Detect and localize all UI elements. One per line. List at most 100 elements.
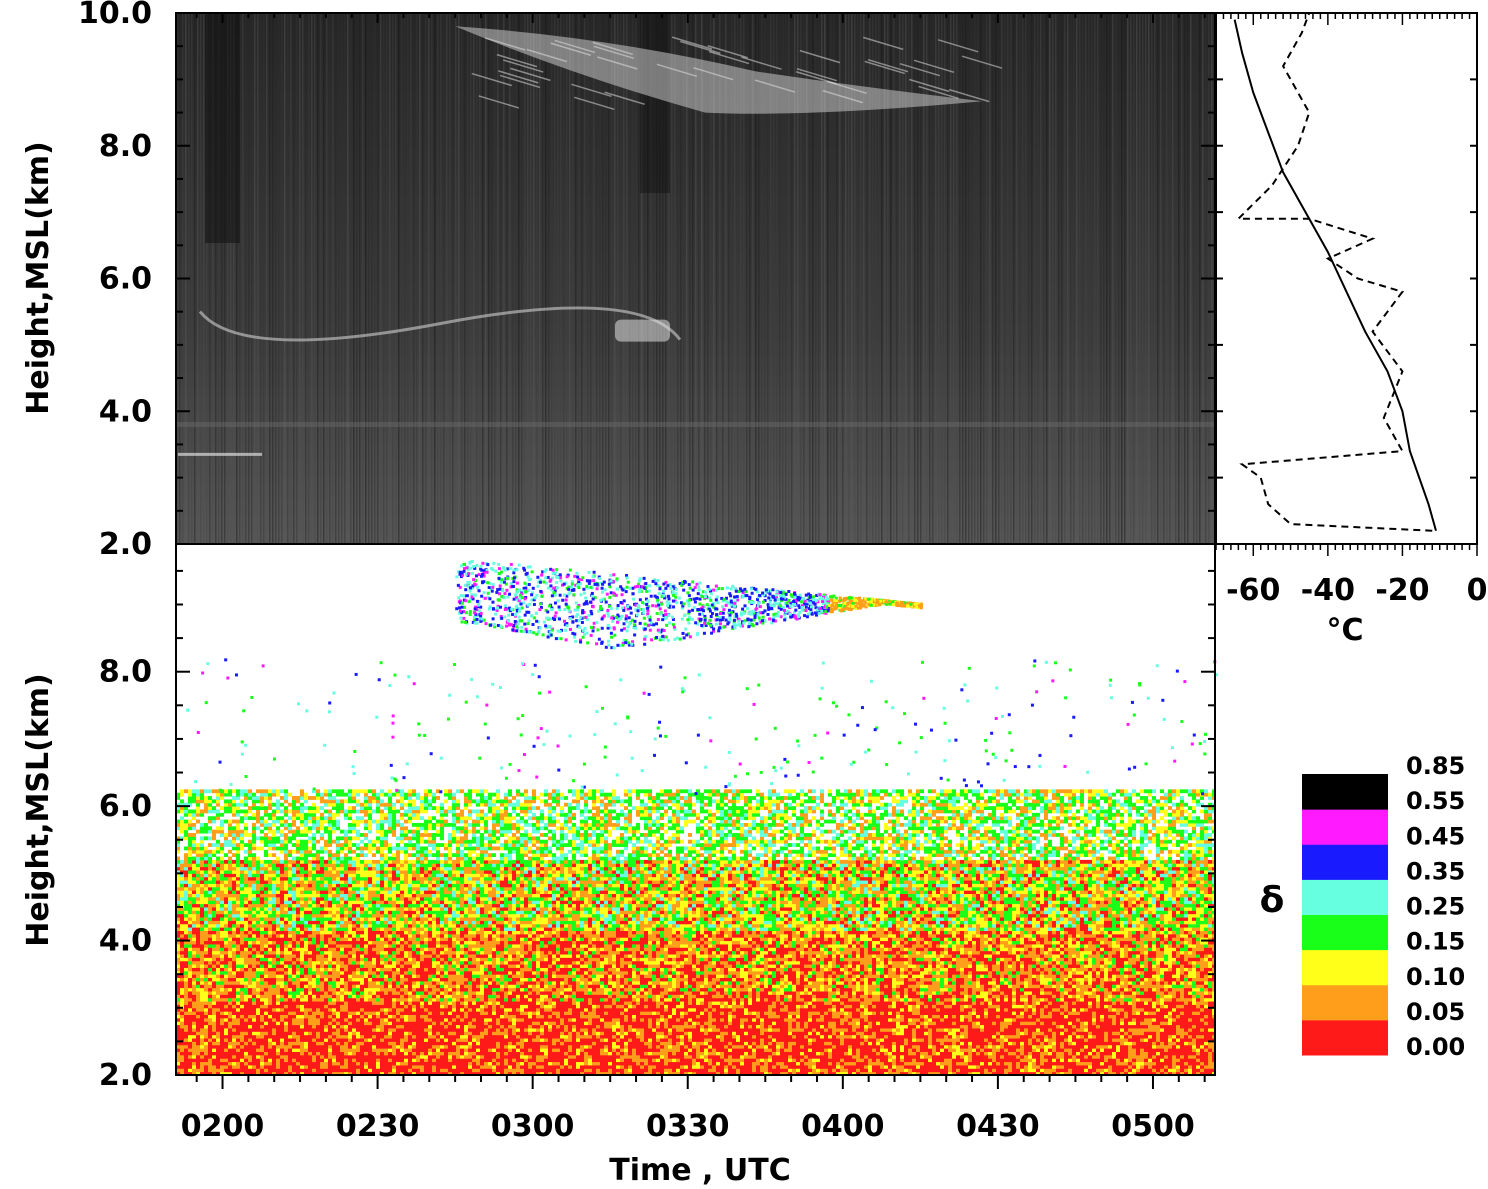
cirrus-depolarization-point — [588, 582, 591, 585]
cirrus-depolarization-point — [706, 585, 709, 588]
cirrus-depolarization-point — [751, 592, 754, 595]
cirrus-depolarization-point — [673, 626, 676, 629]
cirrus-depolarization-point — [671, 616, 674, 619]
cirrus-depolarization-point — [630, 612, 633, 615]
cirrus-depolarization-point — [527, 619, 530, 622]
cirrus-depolarization-point — [570, 585, 573, 588]
cirrus-depolarization-point — [730, 600, 733, 603]
cirrus-depolarization-point — [512, 571, 515, 574]
cirrus-depolarization-point — [572, 620, 575, 623]
y-tick-label: 10.0 — [78, 0, 152, 31]
cirrus-depolarization-point — [689, 587, 692, 590]
cirrus-depolarization-point — [559, 580, 562, 583]
cirrus-depolarization-point — [672, 605, 675, 608]
cirrus-depolarization-point — [469, 567, 472, 570]
cirrus-depolarization-point — [686, 618, 689, 621]
cirrus-depolarization-point — [613, 626, 616, 629]
cirrus-depolarization-point — [745, 594, 748, 597]
cirrus-depolarization-point — [770, 607, 773, 610]
cirrus-depolarization-point — [550, 608, 553, 611]
x-tick-label: 0430 — [956, 1109, 1040, 1144]
cirrus-depolarization-point — [703, 632, 706, 635]
cirrus-depolarization-point — [643, 586, 646, 589]
cirrus-depolarization-point — [575, 572, 578, 575]
cirrus-depolarization-point — [504, 604, 507, 607]
cirrus-depolarization-point — [717, 601, 720, 604]
cirrus-depolarization-point — [685, 633, 688, 636]
cirrus-depolarization-point — [533, 603, 536, 606]
cirrus-depolarization-point — [809, 596, 812, 599]
cirrus-depolarization-point — [659, 612, 662, 615]
cirrus-depolarization-point — [480, 575, 483, 578]
x-tick-label: -40 — [1301, 573, 1355, 608]
cirrus-depolarization-point — [539, 602, 542, 605]
cirrus-depolarization-point — [528, 583, 531, 586]
colorbar-label: 0.10 — [1406, 963, 1465, 991]
cirrus-depolarization-point — [583, 592, 586, 595]
cirrus-depolarization-point — [750, 619, 753, 622]
cirrus-depolarization-point — [500, 617, 503, 620]
cirrus-depolarization-point — [765, 588, 768, 591]
cirrus-depolarization-point — [629, 607, 632, 610]
cirrus-depolarization-point — [719, 612, 722, 615]
cirrus-depolarization-point — [797, 615, 800, 618]
cirrus-depolarization-point — [492, 562, 495, 565]
cirrus-depolarization-point — [915, 606, 918, 609]
cirrus-depolarization-point — [733, 602, 736, 605]
cirrus-depolarization-point — [643, 577, 646, 580]
cirrus-depolarization-point — [719, 619, 722, 622]
cirrus-depolarization-point — [551, 594, 554, 597]
cirrus-depolarization-point — [580, 593, 583, 596]
cirrus-depolarization-point — [683, 614, 686, 617]
cirrus-depolarization-point — [775, 590, 778, 593]
cirrus-depolarization-point — [455, 607, 458, 610]
colorbar-label: 0.35 — [1406, 857, 1465, 885]
cirrus-depolarization-point — [753, 616, 756, 619]
cirrus-depolarization-point — [632, 598, 635, 601]
depolarization-y-axis-title: Height,MSL(km) — [21, 673, 56, 947]
cirrus-depolarization-point — [748, 597, 751, 600]
colorbar-swatch — [1302, 985, 1388, 1021]
cirrus-depolarization-point — [800, 600, 803, 603]
cirrus-depolarization-point — [528, 603, 531, 606]
cirrus-depolarization-point — [786, 605, 789, 608]
cirrus-depolarization-point — [547, 636, 550, 639]
cirrus-depolarization-point — [812, 598, 815, 601]
cirrus-depolarization-point — [520, 630, 523, 633]
cirrus-depolarization-point — [831, 604, 834, 607]
cirrus-depolarization-point — [558, 617, 561, 620]
cirrus-depolarization-point — [773, 604, 776, 607]
cirrus-depolarization-point — [664, 609, 667, 612]
cirrus-depolarization-point — [573, 593, 576, 596]
colorbar-swatch — [1302, 915, 1388, 951]
cirrus-depolarization-point — [500, 581, 503, 584]
temperature-x-axis-title: °C — [1326, 613, 1363, 648]
cirrus-depolarization-point — [569, 617, 572, 620]
cirrus-depolarization-point — [687, 622, 690, 625]
cirrus-depolarization-point — [563, 608, 566, 611]
cirrus-depolarization-point — [824, 610, 827, 613]
cirrus-depolarization-point — [539, 581, 542, 584]
cirrus-depolarization-point — [770, 604, 773, 607]
cirrus-depolarization-point — [733, 623, 736, 626]
cirrus-depolarization-point — [722, 626, 725, 629]
cirrus-depolarization-point — [749, 601, 752, 604]
colorbar-labels: 0.000.050.100.150.250.350.450.550.85 — [1406, 752, 1465, 1061]
cirrus-depolarization-point — [735, 590, 738, 593]
cirrus-depolarization-point — [783, 609, 786, 612]
cirrus-depolarization-point — [809, 608, 812, 611]
cirrus-depolarization-point — [837, 604, 840, 607]
cirrus-depolarization-point — [549, 626, 552, 629]
backscatter-image — [176, 13, 1216, 544]
cirrus-depolarization-point — [787, 590, 790, 593]
cirrus-depolarization-point — [715, 623, 718, 626]
backscatter-y-tick-labels: 2.04.06.08.010.0 — [78, 0, 152, 562]
cirrus-depolarization-point — [733, 626, 736, 629]
cirrus-depolarization-point — [706, 622, 709, 625]
cirrus-depolarization-point — [645, 603, 648, 606]
cirrus-depolarization-point — [753, 619, 756, 622]
cirrus-depolarization-point — [485, 622, 488, 625]
cirrus-depolarization-point — [508, 593, 511, 596]
cirrus-depolarization-point — [762, 601, 765, 604]
cirrus-depolarization-point — [684, 581, 687, 584]
